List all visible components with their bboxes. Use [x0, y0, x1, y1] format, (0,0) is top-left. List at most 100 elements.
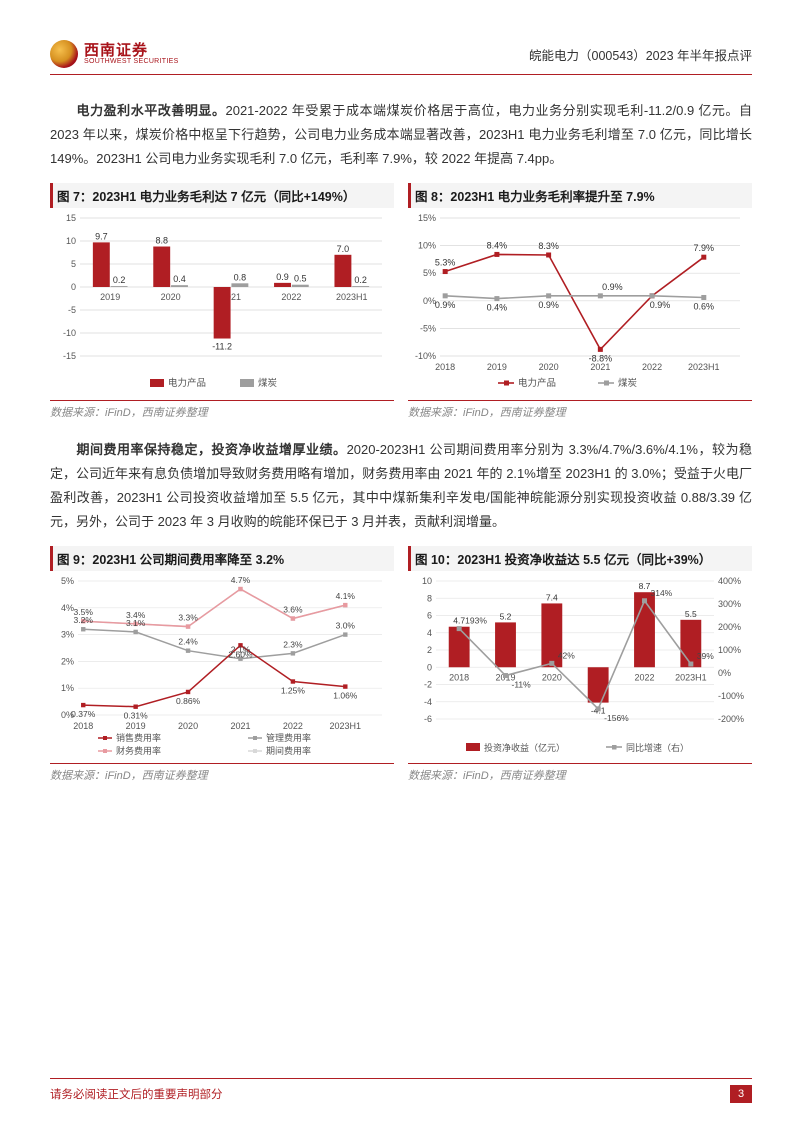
svg-text:管理费用率: 管理费用率: [266, 732, 311, 743]
svg-text:2020: 2020: [539, 362, 559, 372]
logo-icon: [50, 40, 78, 68]
svg-text:2.1%: 2.1%: [231, 645, 251, 655]
svg-text:0: 0: [71, 282, 76, 292]
svg-text:2%: 2%: [61, 657, 74, 667]
svg-text:0.9%: 0.9%: [538, 300, 559, 310]
svg-text:0%: 0%: [718, 668, 731, 678]
svg-text:期间费用率: 期间费用率: [266, 745, 311, 756]
svg-text:2022: 2022: [281, 292, 301, 302]
svg-text:8.4%: 8.4%: [487, 241, 508, 251]
svg-text:4.7%: 4.7%: [231, 575, 251, 585]
fig7-chart: -15-10-505101520199.70.220208.80.42021-1…: [50, 210, 394, 400]
svg-text:0.4: 0.4: [173, 274, 186, 284]
para2-lead: 期间费用率保持稳定，投资净收益增厚业绩。: [76, 442, 347, 457]
svg-text:4.1%: 4.1%: [336, 591, 356, 601]
svg-text:3.4%: 3.4%: [126, 610, 146, 620]
svg-text:2022: 2022: [642, 362, 662, 372]
svg-text:0.37%: 0.37%: [71, 709, 96, 719]
svg-text:2018: 2018: [73, 721, 93, 731]
page-footer: 请务必阅读正文后的重要声明部分 3: [50, 1078, 752, 1103]
svg-text:2020: 2020: [178, 721, 198, 731]
fig8-chart: -10%-5%0%5%10%15%20182019202020212022202…: [408, 210, 752, 400]
svg-text:5.5: 5.5: [685, 609, 697, 619]
svg-text:0.9%: 0.9%: [435, 300, 456, 310]
svg-text:0: 0: [427, 663, 432, 673]
svg-text:3%: 3%: [61, 630, 74, 640]
svg-text:400%: 400%: [718, 576, 741, 586]
svg-text:0.9%: 0.9%: [650, 300, 671, 310]
svg-text:9.7: 9.7: [95, 232, 108, 242]
svg-text:4%: 4%: [61, 603, 74, 613]
svg-text:2021: 2021: [590, 362, 610, 372]
svg-text:7.9%: 7.9%: [694, 243, 715, 253]
svg-text:5: 5: [71, 259, 76, 269]
svg-text:5.2: 5.2: [500, 612, 512, 622]
svg-text:10: 10: [422, 576, 432, 586]
svg-text:-11%: -11%: [512, 680, 532, 690]
logo-text-cn: 西南证券: [84, 43, 179, 58]
svg-text:10%: 10%: [418, 241, 436, 251]
svg-text:4.7: 4.7: [453, 616, 465, 626]
svg-text:42%: 42%: [558, 651, 575, 661]
fig8-title: 图 8：2023H1 电力业务毛利率提升至 7.9%: [408, 183, 752, 208]
svg-text:300%: 300%: [718, 599, 741, 609]
svg-text:2.3%: 2.3%: [283, 640, 303, 650]
svg-text:15%: 15%: [418, 213, 436, 223]
svg-text:8.3%: 8.3%: [538, 241, 559, 251]
fig7-title: 图 7：2023H1 电力业务毛利达 7 亿元（同比+149%）: [50, 183, 394, 208]
svg-text:0.31%: 0.31%: [124, 711, 149, 721]
svg-text:-8.8%: -8.8%: [589, 354, 613, 364]
svg-text:2018: 2018: [435, 362, 455, 372]
svg-text:2021: 2021: [230, 721, 250, 731]
svg-text:2022: 2022: [634, 673, 654, 683]
svg-text:0.4%: 0.4%: [487, 303, 508, 313]
svg-text:-15: -15: [63, 351, 76, 361]
svg-text:39%: 39%: [697, 651, 714, 661]
svg-text:2019: 2019: [487, 362, 507, 372]
svg-text:15: 15: [66, 213, 76, 223]
header-title: 皖能电力（000543）2023 年半年报点评: [529, 45, 752, 64]
svg-text:3.0%: 3.0%: [336, 621, 356, 631]
svg-text:2023H1: 2023H1: [675, 673, 707, 683]
svg-text:-5%: -5%: [420, 324, 436, 334]
svg-text:6: 6: [427, 611, 432, 621]
svg-text:4: 4: [427, 628, 432, 638]
svg-text:0.2: 0.2: [354, 275, 367, 285]
svg-text:5%: 5%: [423, 268, 436, 278]
page-header: 西南证券 SOUTHWEST SECURITIES 皖能电力（000543）20…: [50, 40, 752, 75]
svg-text:-4: -4: [424, 697, 432, 707]
svg-text:0.2: 0.2: [113, 275, 126, 285]
svg-text:2023H1: 2023H1: [336, 292, 368, 302]
fig9-title: 图 9：2023H1 公司期间费用率降至 3.2%: [50, 546, 394, 571]
fig10-title: 图 10：2023H1 投资净收益达 5.5 亿元（同比+39%）: [408, 546, 752, 571]
logo-text-en: SOUTHWEST SECURITIES: [84, 58, 179, 65]
svg-text:5.3%: 5.3%: [435, 258, 456, 268]
svg-text:100%: 100%: [718, 645, 741, 655]
svg-text:0.9: 0.9: [276, 272, 289, 282]
svg-text:0.9%: 0.9%: [602, 282, 623, 292]
svg-text:2018: 2018: [449, 673, 469, 683]
svg-text:0.5: 0.5: [294, 274, 307, 284]
svg-text:-156%: -156%: [604, 713, 629, 723]
svg-text:200%: 200%: [718, 622, 741, 632]
svg-text:8.8: 8.8: [155, 236, 168, 246]
footer-text: 请务必阅读正文后的重要声明部分: [50, 1086, 223, 1102]
svg-text:投资净收益（亿元）: 投资净收益（亿元）: [484, 742, 565, 753]
svg-text:1.06%: 1.06%: [333, 691, 358, 701]
svg-text:煤炭: 煤炭: [258, 377, 278, 389]
svg-text:-100%: -100%: [718, 691, 744, 701]
svg-text:7.4: 7.4: [546, 593, 558, 603]
svg-text:2020: 2020: [161, 292, 181, 302]
svg-text:销售费用率: 销售费用率: [116, 732, 161, 743]
svg-text:2: 2: [427, 645, 432, 655]
fig10-source: 数据来源：iFinD，西南证券整理: [408, 763, 752, 783]
svg-text:2023H1: 2023H1: [330, 721, 362, 731]
fig8-source: 数据来源：iFinD，西南证券整理: [408, 400, 752, 420]
paragraph-1: 电力盈利水平改善明显。2021-2022 年受累于成本端煤炭价格居于高位，电力业…: [50, 99, 752, 171]
fig9-source: 数据来源：iFinD，西南证券整理: [50, 763, 394, 783]
logo: 西南证券 SOUTHWEST SECURITIES: [50, 40, 179, 68]
svg-text:10: 10: [66, 236, 76, 246]
svg-text:-10: -10: [63, 328, 76, 338]
fig10-chart: -6-4-20246810-200%-100%0%100%200%300%400…: [408, 573, 752, 763]
svg-text:1%: 1%: [61, 684, 74, 694]
